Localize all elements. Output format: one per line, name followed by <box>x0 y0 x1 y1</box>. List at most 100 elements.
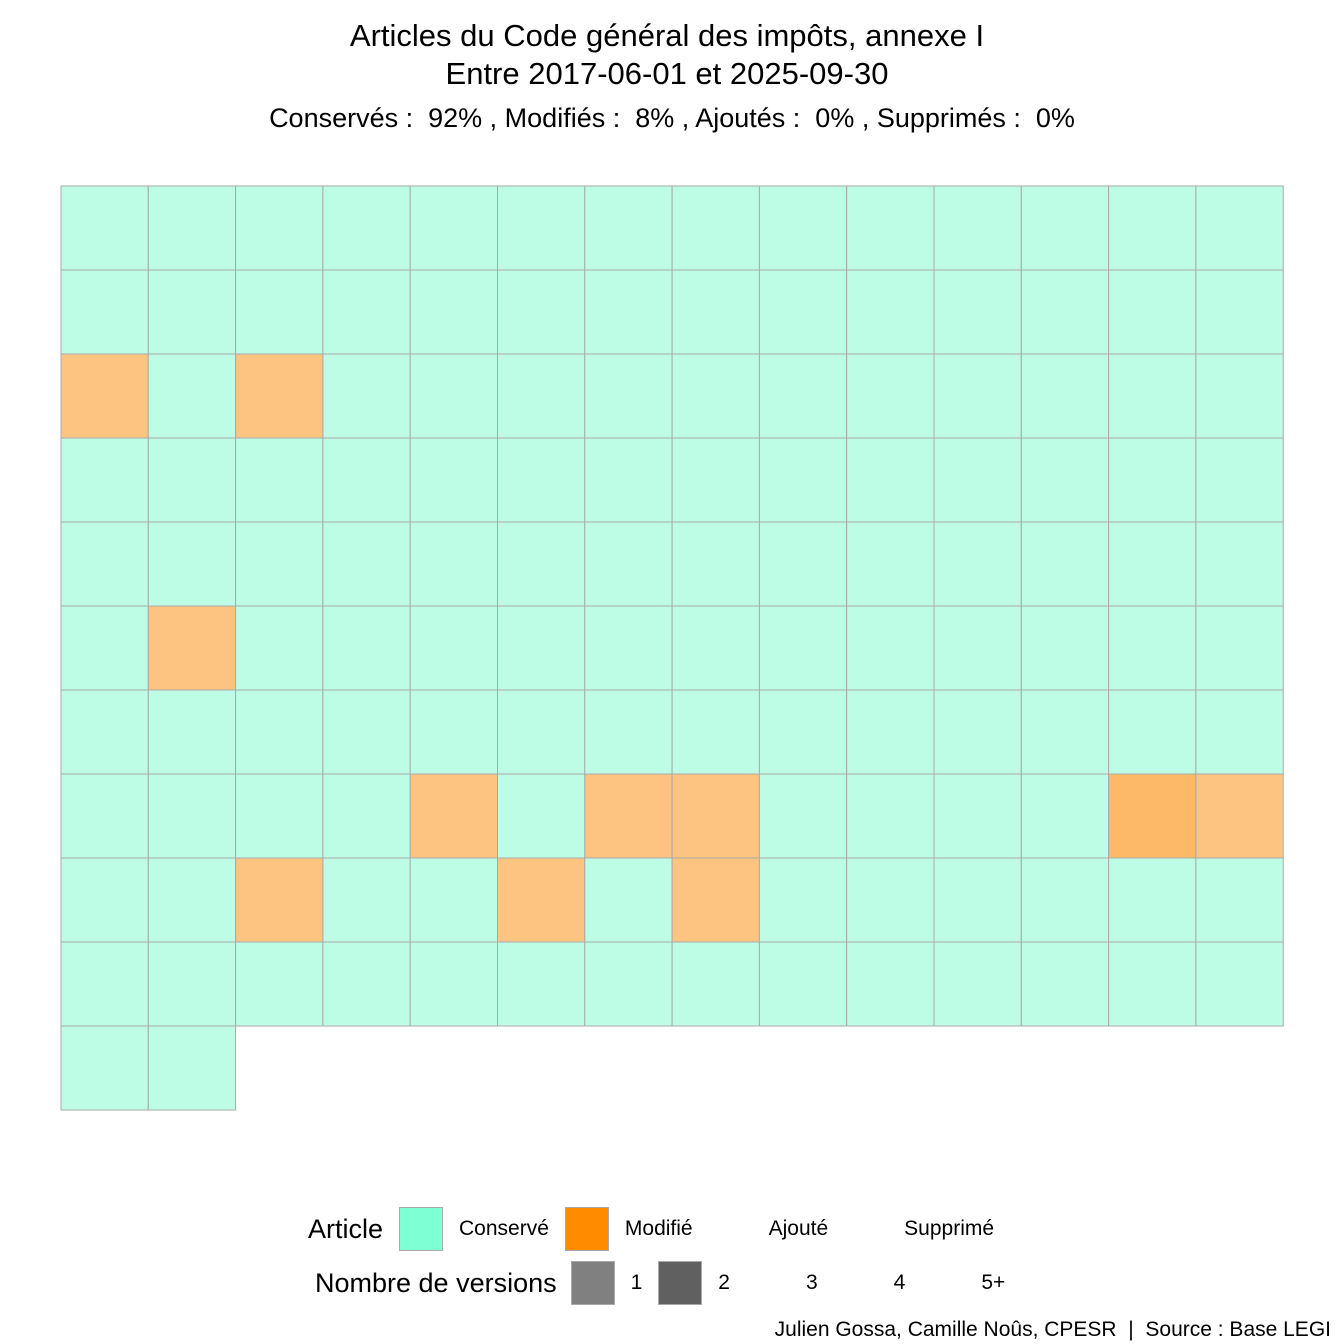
article-tile-modifie <box>235 857 324 943</box>
article-tile-conserve <box>933 941 1022 1027</box>
legend-label-version-2: 2 <box>718 1271 730 1294</box>
legend-key-conserve <box>399 1207 444 1251</box>
article-tile-conserve <box>1195 941 1284 1027</box>
article-tile-modifie <box>584 773 673 859</box>
article-tile-conserve <box>235 773 324 859</box>
article-tile-conserve <box>322 437 411 523</box>
article-tile-conserve <box>409 521 499 607</box>
article-tile-modifie <box>60 353 149 439</box>
article-tile-conserve <box>933 773 1022 859</box>
article-tile-conserve <box>1108 353 1197 439</box>
article-tile-conserve <box>409 605 499 691</box>
article-tile-conserve <box>933 269 1022 355</box>
article-tile-conserve <box>1195 857 1284 943</box>
article-tile-conserve <box>584 605 673 691</box>
article-tile-modifie <box>1108 773 1197 859</box>
article-tile-conserve <box>933 605 1022 691</box>
legend-label-version-1: 1 <box>630 1271 643 1294</box>
legend-label-conserve: Conservé <box>459 1217 549 1240</box>
article-tile-conserve <box>1195 605 1284 691</box>
article-tile-conserve <box>322 605 411 691</box>
legend-article: Article Conservé Modifié Ajouté Supprimé <box>308 1207 994 1251</box>
article-tile-conserve <box>933 857 1022 943</box>
article-tile-conserve <box>1108 857 1197 943</box>
article-tile-conserve <box>1195 521 1284 607</box>
article-tile-conserve <box>584 689 673 775</box>
article-tile-conserve <box>671 521 760 607</box>
legend-label-modifie: Modifié <box>624 1217 693 1240</box>
article-tile-conserve <box>409 437 499 523</box>
article-tile-conserve <box>409 353 499 439</box>
article-tile-conserve <box>758 857 848 943</box>
article-tile-conserve <box>933 185 1022 271</box>
legend-label-version-5plus: 5+ <box>981 1271 1006 1294</box>
article-tile-conserve <box>671 689 760 775</box>
article-tile-conserve <box>671 941 760 1027</box>
article-tile-conserve <box>497 353 586 439</box>
article-tile-conserve <box>1020 605 1110 691</box>
article-tile-conserve <box>671 605 760 691</box>
article-tile-conserve <box>584 269 673 355</box>
article-tile-conserve <box>846 437 935 523</box>
article-tile-conserve <box>671 437 760 523</box>
article-tile-conserve <box>584 521 673 607</box>
article-tile-conserve <box>235 521 324 607</box>
legend-label-supprime: Supprimé <box>904 1217 995 1240</box>
caption: Julien Gossa, Camille Noûs, CPESR | Sour… <box>774 1318 1331 1341</box>
article-tile-conserve <box>409 269 499 355</box>
article-tile-conserve <box>409 941 499 1027</box>
article-tile-conserve <box>147 353 237 439</box>
article-tile-conserve <box>846 269 935 355</box>
article-tile-conserve <box>846 689 935 775</box>
article-tile-conserve <box>497 605 586 691</box>
article-tile-conserve <box>60 437 149 523</box>
article-tile-conserve <box>1020 857 1110 943</box>
article-tile-conserve <box>933 689 1022 775</box>
article-tile-conserve <box>758 773 848 859</box>
article-tile-conserve <box>1108 437 1197 523</box>
article-tile-conserve <box>322 941 411 1027</box>
article-tile-conserve <box>60 605 149 691</box>
legend-key-modifie <box>564 1207 609 1251</box>
article-tile-conserve <box>1108 941 1197 1027</box>
article-tile-conserve <box>322 773 411 859</box>
article-tile-conserve <box>933 437 1022 523</box>
tile-grid <box>60 185 1284 1111</box>
article-tile-conserve <box>1108 605 1197 691</box>
article-tile-conserve <box>1195 437 1284 523</box>
article-tile-conserve <box>758 269 848 355</box>
article-tile-modifie <box>671 857 760 943</box>
article-tile-conserve <box>758 689 848 775</box>
article-tile-conserve <box>846 857 935 943</box>
article-tile-conserve <box>584 437 673 523</box>
legend-article-title: Article <box>308 1213 384 1244</box>
article-tile-conserve <box>497 773 586 859</box>
article-tile-modifie <box>497 857 586 943</box>
article-tile-conserve <box>147 185 237 271</box>
article-tile-modifie <box>409 773 499 859</box>
article-tile-conserve <box>1020 185 1110 271</box>
article-tile-conserve <box>235 689 324 775</box>
chart-title-line2: Entre 2017-06-01 et 2025-09-30 <box>445 56 889 91</box>
article-tile-conserve <box>147 437 237 523</box>
article-tile-conserve <box>322 269 411 355</box>
article-tile-conserve <box>584 353 673 439</box>
article-tile-conserve <box>409 857 499 943</box>
article-tile-modifie <box>147 605 237 691</box>
article-tile-conserve <box>147 941 237 1027</box>
article-tile-conserve <box>235 437 324 523</box>
article-tile-conserve <box>322 185 411 271</box>
article-tile-conserve <box>235 605 324 691</box>
article-tile-conserve <box>846 773 935 859</box>
article-tile-conserve <box>322 521 411 607</box>
article-tile-conserve <box>758 605 848 691</box>
article-tile-conserve <box>758 185 848 271</box>
article-tile-conserve <box>1195 185 1284 271</box>
article-tile-conserve <box>60 269 149 355</box>
article-tile-conserve <box>1020 269 1110 355</box>
article-tile-conserve <box>147 689 237 775</box>
article-tile-modifie <box>671 773 760 859</box>
article-tile-conserve <box>758 941 848 1027</box>
article-tile-conserve <box>671 185 760 271</box>
article-tile-conserve <box>235 269 324 355</box>
